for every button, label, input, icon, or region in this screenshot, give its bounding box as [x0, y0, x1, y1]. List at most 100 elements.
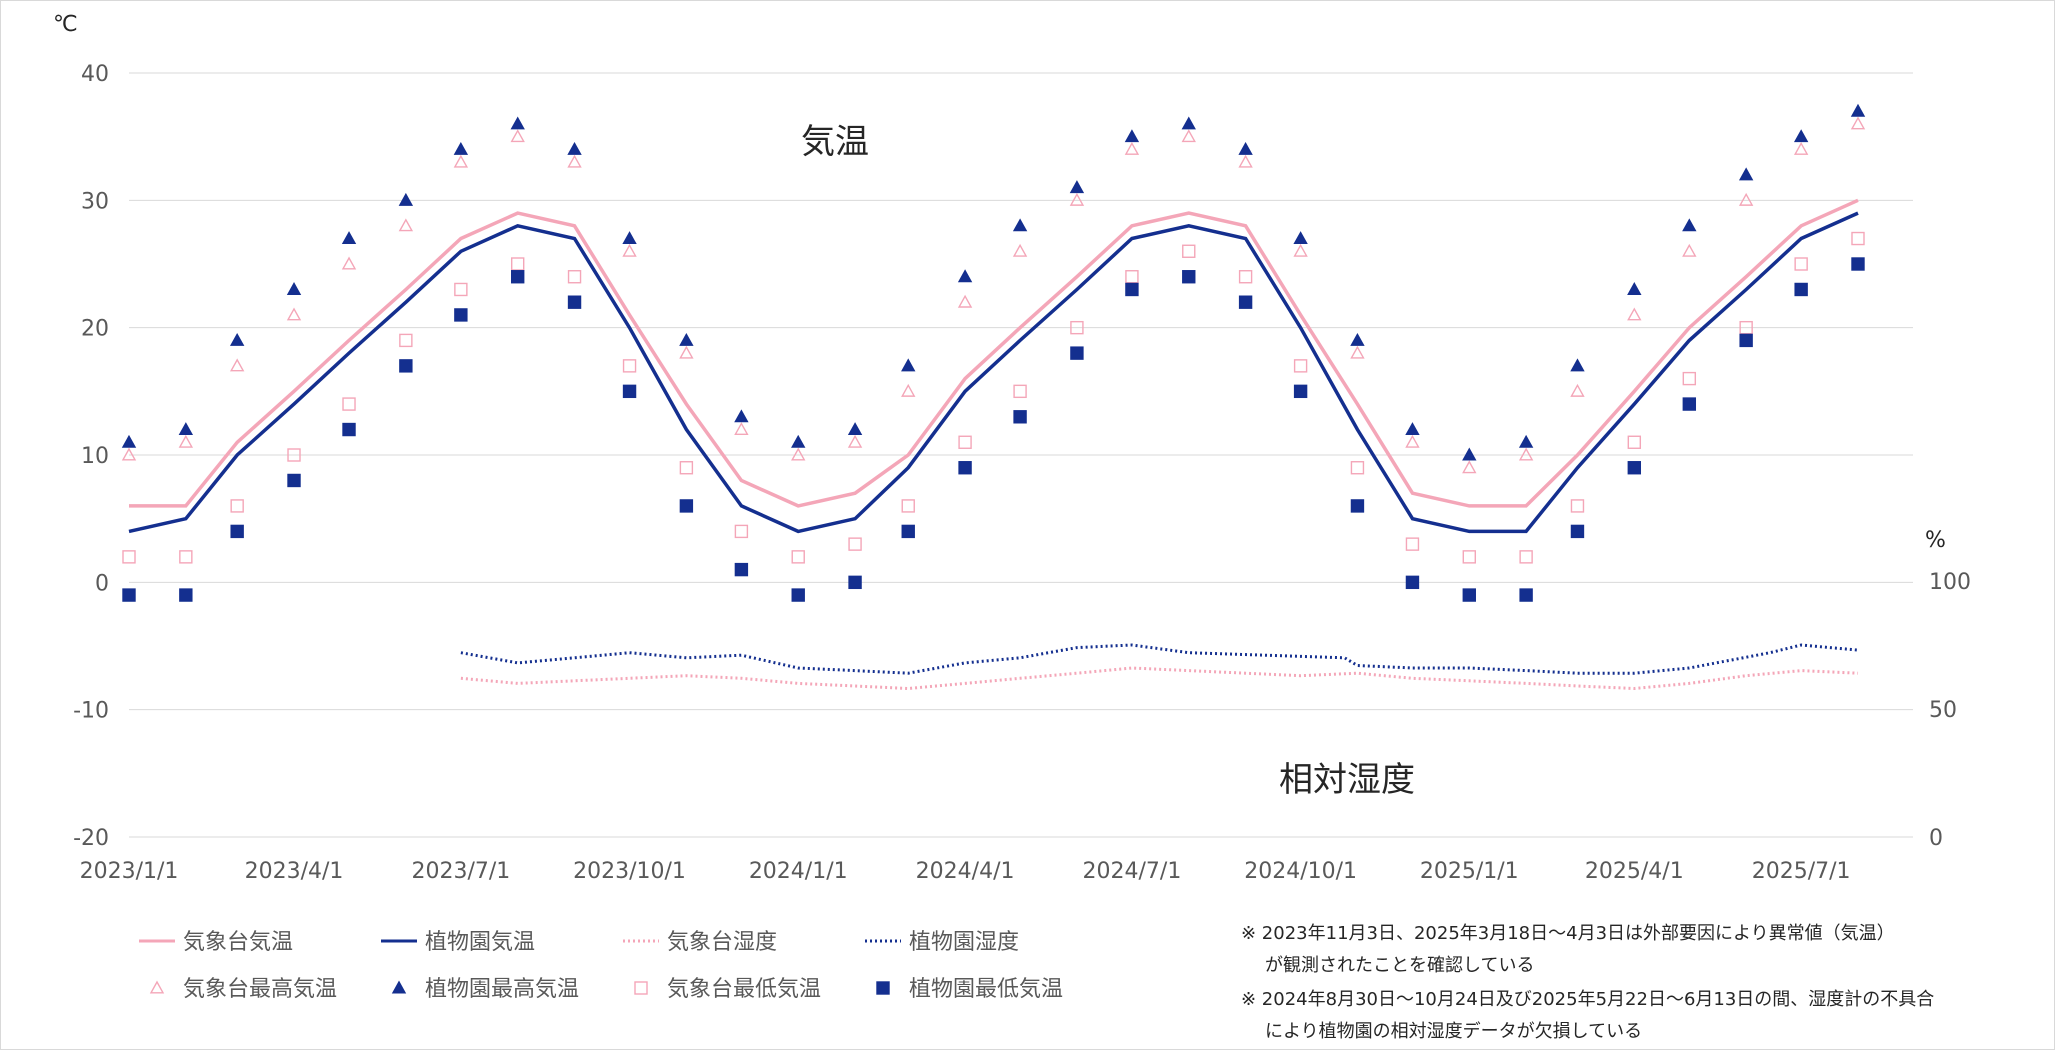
data-point — [1013, 384, 1027, 399]
data-point — [1682, 218, 1697, 232]
data-point — [1070, 346, 1084, 360]
data-point — [454, 282, 468, 297]
data-point — [1350, 345, 1365, 359]
data-point — [510, 116, 525, 130]
note-line: により植物園の相対湿度データが欠損している — [1265, 1021, 1642, 1042]
data-point — [622, 243, 637, 257]
x-axis-tick-label: 2023/4/1 — [245, 859, 344, 884]
data-point — [1570, 383, 1585, 397]
data-point — [1013, 410, 1027, 424]
data-point — [1124, 141, 1140, 155]
data-point — [1462, 460, 1477, 474]
data-point — [1793, 141, 1809, 155]
legend-swatch — [149, 980, 165, 994]
data-point — [679, 345, 694, 359]
data-point — [1125, 282, 1139, 297]
data-point — [1850, 103, 1866, 117]
data-point — [398, 218, 414, 232]
data-point — [679, 499, 694, 513]
data-point — [1293, 231, 1308, 245]
series-2 — [460, 666, 1859, 691]
data-point — [1293, 243, 1308, 257]
x-axis-tick-label: 2023/10/1 — [573, 859, 686, 884]
series-line — [128, 211, 1859, 534]
data-point — [901, 524, 915, 539]
data-point — [1012, 218, 1028, 232]
data-point — [1462, 550, 1476, 564]
data-point — [848, 575, 862, 590]
data-point — [957, 294, 973, 308]
data-point — [1069, 192, 1085, 206]
data-point — [1125, 270, 1139, 284]
legend-label: 植物園最高気温 — [425, 977, 579, 1002]
data-point — [179, 550, 193, 564]
data-point — [1519, 588, 1533, 602]
data-point — [1350, 499, 1365, 513]
data-point — [453, 141, 469, 155]
series-layer — [121, 103, 1866, 691]
data-point — [734, 524, 749, 539]
data-point — [622, 359, 637, 373]
data-point — [1518, 447, 1534, 461]
right-axis-tick-label: 50 — [1929, 698, 1957, 723]
legend-swatch — [876, 981, 890, 995]
data-point — [901, 358, 916, 372]
data-point — [1405, 434, 1420, 448]
legend-entry: 気象台湿度 — [623, 930, 777, 955]
data-point — [510, 129, 525, 143]
data-point — [1181, 116, 1196, 130]
data-point — [1405, 537, 1420, 551]
data-point — [341, 256, 357, 270]
data-point — [1627, 461, 1642, 475]
data-point — [230, 524, 244, 539]
x-axis-tick-label: 2025/4/1 — [1585, 859, 1684, 884]
data-point — [1850, 116, 1866, 130]
left-axis-tick-label: -10 — [73, 699, 109, 724]
data-point — [1182, 270, 1196, 284]
legend-label: 気象台湿度 — [667, 930, 777, 955]
x-axis-tick-label: 2023/1/1 — [80, 859, 179, 884]
data-point — [679, 332, 694, 346]
data-point — [567, 154, 582, 168]
data-point — [1238, 270, 1253, 284]
data-point — [1738, 192, 1754, 206]
data-point — [622, 231, 637, 245]
data-point — [229, 358, 245, 372]
legend-entry: 気象台最低気温 — [634, 977, 821, 1002]
left-axis-tick-label: 40 — [81, 62, 109, 87]
data-point — [1518, 434, 1534, 448]
data-point — [286, 282, 302, 295]
note-line: ※ 2023年11月3日、2025年3月18日〜4月3日は外部要因により異常値（… — [1241, 923, 1895, 944]
legend-label: 植物園最低気温 — [909, 977, 1063, 1002]
right-axis-tick-label: 0 — [1929, 826, 1943, 851]
left-axis-tick-label: 20 — [81, 317, 109, 342]
data-point — [1462, 588, 1476, 602]
legend-swatch — [391, 980, 407, 994]
series-3 — [460, 643, 1859, 675]
legend-entry: 植物園最高気温 — [391, 977, 579, 1002]
data-point — [1069, 180, 1085, 194]
data-point — [342, 422, 356, 437]
data-point — [122, 550, 136, 564]
x-axis-tick-label: 2024/7/1 — [1083, 859, 1182, 884]
data-point — [1851, 257, 1865, 271]
data-point — [178, 422, 194, 436]
right-axis-unit: % — [1925, 528, 1946, 553]
data-point — [791, 447, 806, 461]
series-5 — [121, 103, 1866, 461]
data-point — [847, 422, 863, 436]
data-point — [1519, 550, 1533, 564]
series-6 — [122, 231, 1865, 564]
data-point — [1682, 371, 1697, 386]
data-point — [1293, 384, 1308, 399]
data-point — [1238, 295, 1253, 309]
data-point — [453, 154, 469, 168]
left-axis-tick-label: 0 — [95, 571, 109, 596]
data-point — [1462, 447, 1477, 461]
left-axis-tick-label: 10 — [81, 444, 109, 469]
data-point — [734, 562, 749, 577]
data-point — [398, 192, 414, 206]
data-point — [567, 141, 582, 155]
data-point — [734, 409, 749, 423]
